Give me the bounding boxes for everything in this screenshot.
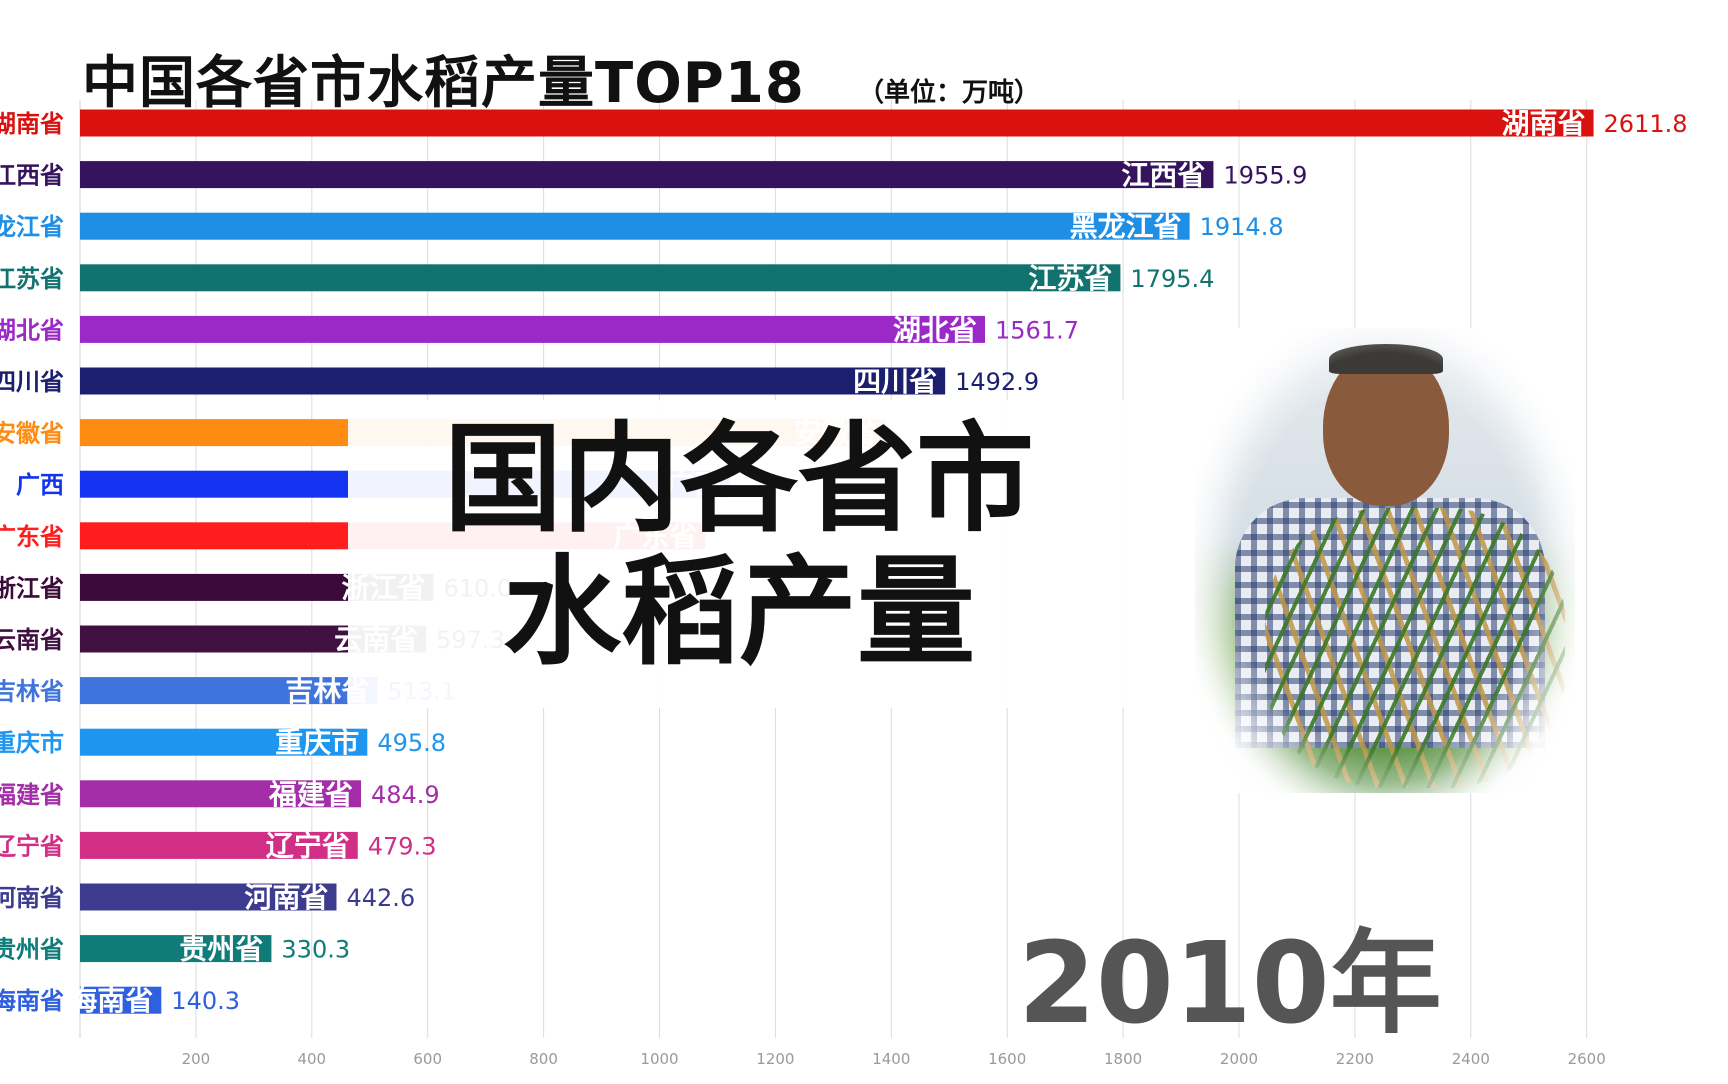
- y-category-label: 河南省: [0, 884, 64, 912]
- y-category-label: 吉林省: [0, 678, 64, 706]
- bar: [80, 315, 986, 343]
- y-category-label: 福建省: [0, 781, 64, 809]
- overlay-title-line1: 国内各省市: [443, 410, 1034, 548]
- y-category-label: 海南省: [0, 987, 64, 1015]
- bar-value-label: 1914.8: [1200, 213, 1284, 241]
- x-tick-label: 600: [413, 1050, 442, 1068]
- bar-inner-label: 黑龙江省: [1070, 210, 1182, 243]
- y-category-label: 湖南省: [0, 110, 64, 138]
- bar-inner-label: 河南省: [244, 881, 328, 914]
- x-tick-label: 400: [297, 1050, 326, 1068]
- y-category-label: 云南省: [0, 626, 64, 654]
- bar-value-label: 1955.9: [1223, 162, 1307, 190]
- bar-value-label: 1492.9: [955, 368, 1039, 396]
- x-tick-label: 1400: [872, 1050, 910, 1068]
- bar: [80, 883, 337, 911]
- y-category-label: 浙江省: [0, 574, 64, 602]
- x-tick-label: 2000: [1220, 1050, 1258, 1068]
- bar-value-label: 484.9: [371, 781, 440, 809]
- bar-inner-label: 辽宁省: [266, 829, 350, 862]
- bar-inner-label: 江西省: [1121, 159, 1205, 192]
- bar-value-label: 495.8: [377, 729, 446, 757]
- x-tick-label: 2200: [1336, 1050, 1374, 1068]
- x-tick-label: 200: [182, 1050, 211, 1068]
- y-category-label: 湖北省: [0, 316, 64, 344]
- year-label: 2010年: [1018, 919, 1442, 1049]
- y-category-label: 广东省: [0, 523, 64, 551]
- overlay-backdrop: [348, 400, 1130, 708]
- bar: [80, 677, 378, 705]
- chart-title: 中国各省市水稻产量TOP18: [82, 51, 805, 116]
- bar: [80, 780, 361, 808]
- y-category-label: 安徽省: [0, 420, 64, 448]
- farmer-photo: [1195, 328, 1575, 793]
- bar-value-label: 2611.8: [1604, 110, 1688, 138]
- bar: [80, 935, 272, 963]
- bar: [80, 728, 368, 756]
- y-category-label: 辽宁省: [0, 832, 64, 860]
- bar-inner-label: 四川省: [853, 365, 937, 398]
- photo-fade: [1195, 328, 1575, 793]
- x-tick-label: 2600: [1568, 1050, 1606, 1068]
- x-tick-label: 1800: [1104, 1050, 1142, 1068]
- bar-value-label: 1561.7: [995, 316, 1079, 344]
- unit-label: （单位：万吨）: [858, 78, 1041, 108]
- y-category-label: 黑龙江省: [0, 213, 64, 241]
- bar: [80, 367, 946, 395]
- x-tick-label: 800: [529, 1050, 558, 1068]
- overlay-title-line2: 水稻产量: [502, 543, 975, 681]
- bar: [80, 161, 1214, 189]
- bar-value-label: 479.3: [368, 832, 437, 860]
- x-tick-label: 1200: [756, 1050, 794, 1068]
- y-category-label: 重庆市: [0, 729, 64, 757]
- x-tick-label: 2400: [1452, 1050, 1490, 1068]
- bar-inner-label: 海南省: [69, 984, 153, 1017]
- bar-inner-label: 重庆市: [275, 726, 359, 759]
- x-tick-label: 1000: [640, 1050, 678, 1068]
- y-category-label: 四川省: [0, 368, 64, 396]
- bar: [80, 831, 358, 859]
- bar-value-label: 442.6: [346, 884, 415, 912]
- bar-inner-label: 贵州省: [179, 933, 263, 966]
- bar-inner-label: 福建省: [268, 778, 353, 811]
- bar-value-label: 140.3: [171, 987, 240, 1015]
- y-category-label: 贵州省: [0, 936, 64, 964]
- bar-inner-label: 湖南省: [1502, 107, 1586, 140]
- y-category-label: 江苏省: [0, 265, 64, 293]
- bar-inner-label: 江苏省: [1028, 262, 1112, 295]
- bar-value-label: 1795.4: [1130, 265, 1214, 293]
- bar-value-label: 330.3: [281, 936, 350, 964]
- bar: [80, 109, 1594, 137]
- x-tick-label: 1600: [988, 1050, 1026, 1068]
- y-category-label: 江西省: [0, 162, 64, 190]
- y-category-label: 广西: [16, 471, 64, 499]
- bar-inner-label: 湖北省: [893, 313, 977, 346]
- bar: [80, 986, 162, 1014]
- bar: [80, 212, 1190, 240]
- bar: [80, 264, 1121, 292]
